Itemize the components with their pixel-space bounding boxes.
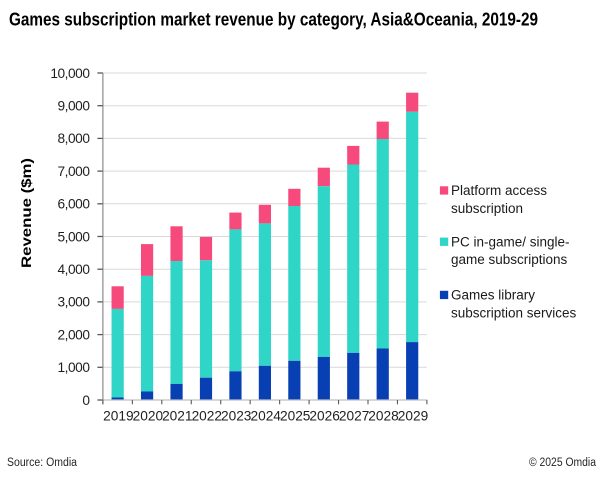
svg-text:game subscriptions: game subscriptions	[451, 252, 568, 267]
svg-text:2023: 2023	[221, 408, 252, 423]
svg-text:Games library: Games library	[451, 288, 535, 303]
svg-text:5,000: 5,000	[57, 229, 90, 244]
svg-text:2022: 2022	[192, 408, 222, 423]
svg-text:2,000: 2,000	[57, 327, 90, 342]
svg-text:2028: 2028	[368, 408, 399, 423]
svg-text:© 2025 Omdia: © 2025 Omdia	[529, 457, 597, 469]
svg-text:2027: 2027	[339, 408, 369, 423]
svg-text:Source: Omdia: Source: Omdia	[7, 457, 78, 469]
svg-text:subscription services: subscription services	[451, 305, 577, 320]
svg-text:6,000: 6,000	[57, 197, 90, 212]
svg-text:2029: 2029	[398, 408, 428, 423]
svg-text:2025: 2025	[280, 408, 311, 423]
svg-text:10,000: 10,000	[50, 66, 90, 81]
svg-text:2026: 2026	[309, 408, 340, 423]
svg-text:2021: 2021	[162, 408, 192, 423]
svg-text:3,000: 3,000	[57, 295, 90, 310]
svg-text:2024: 2024	[250, 408, 281, 423]
svg-text:2020: 2020	[133, 408, 164, 423]
svg-text:subscription: subscription	[451, 201, 523, 216]
svg-text:1,000: 1,000	[57, 360, 90, 375]
svg-text:Platform access: Platform access	[451, 183, 547, 198]
svg-text:9,000: 9,000	[57, 99, 90, 114]
svg-text:PC in-game/ single-: PC in-game/ single-	[451, 234, 570, 249]
svg-text:2019: 2019	[103, 408, 133, 423]
svg-text:7,000: 7,000	[57, 164, 90, 179]
svg-text:Games subscription market reve: Games subscription market revenue by cat…	[9, 8, 538, 29]
svg-text:4,000: 4,000	[57, 262, 90, 277]
svg-text:0: 0	[82, 393, 90, 408]
svg-text:Revenue ($m): Revenue ($m)	[19, 158, 34, 268]
svg-text:8,000: 8,000	[57, 131, 90, 146]
